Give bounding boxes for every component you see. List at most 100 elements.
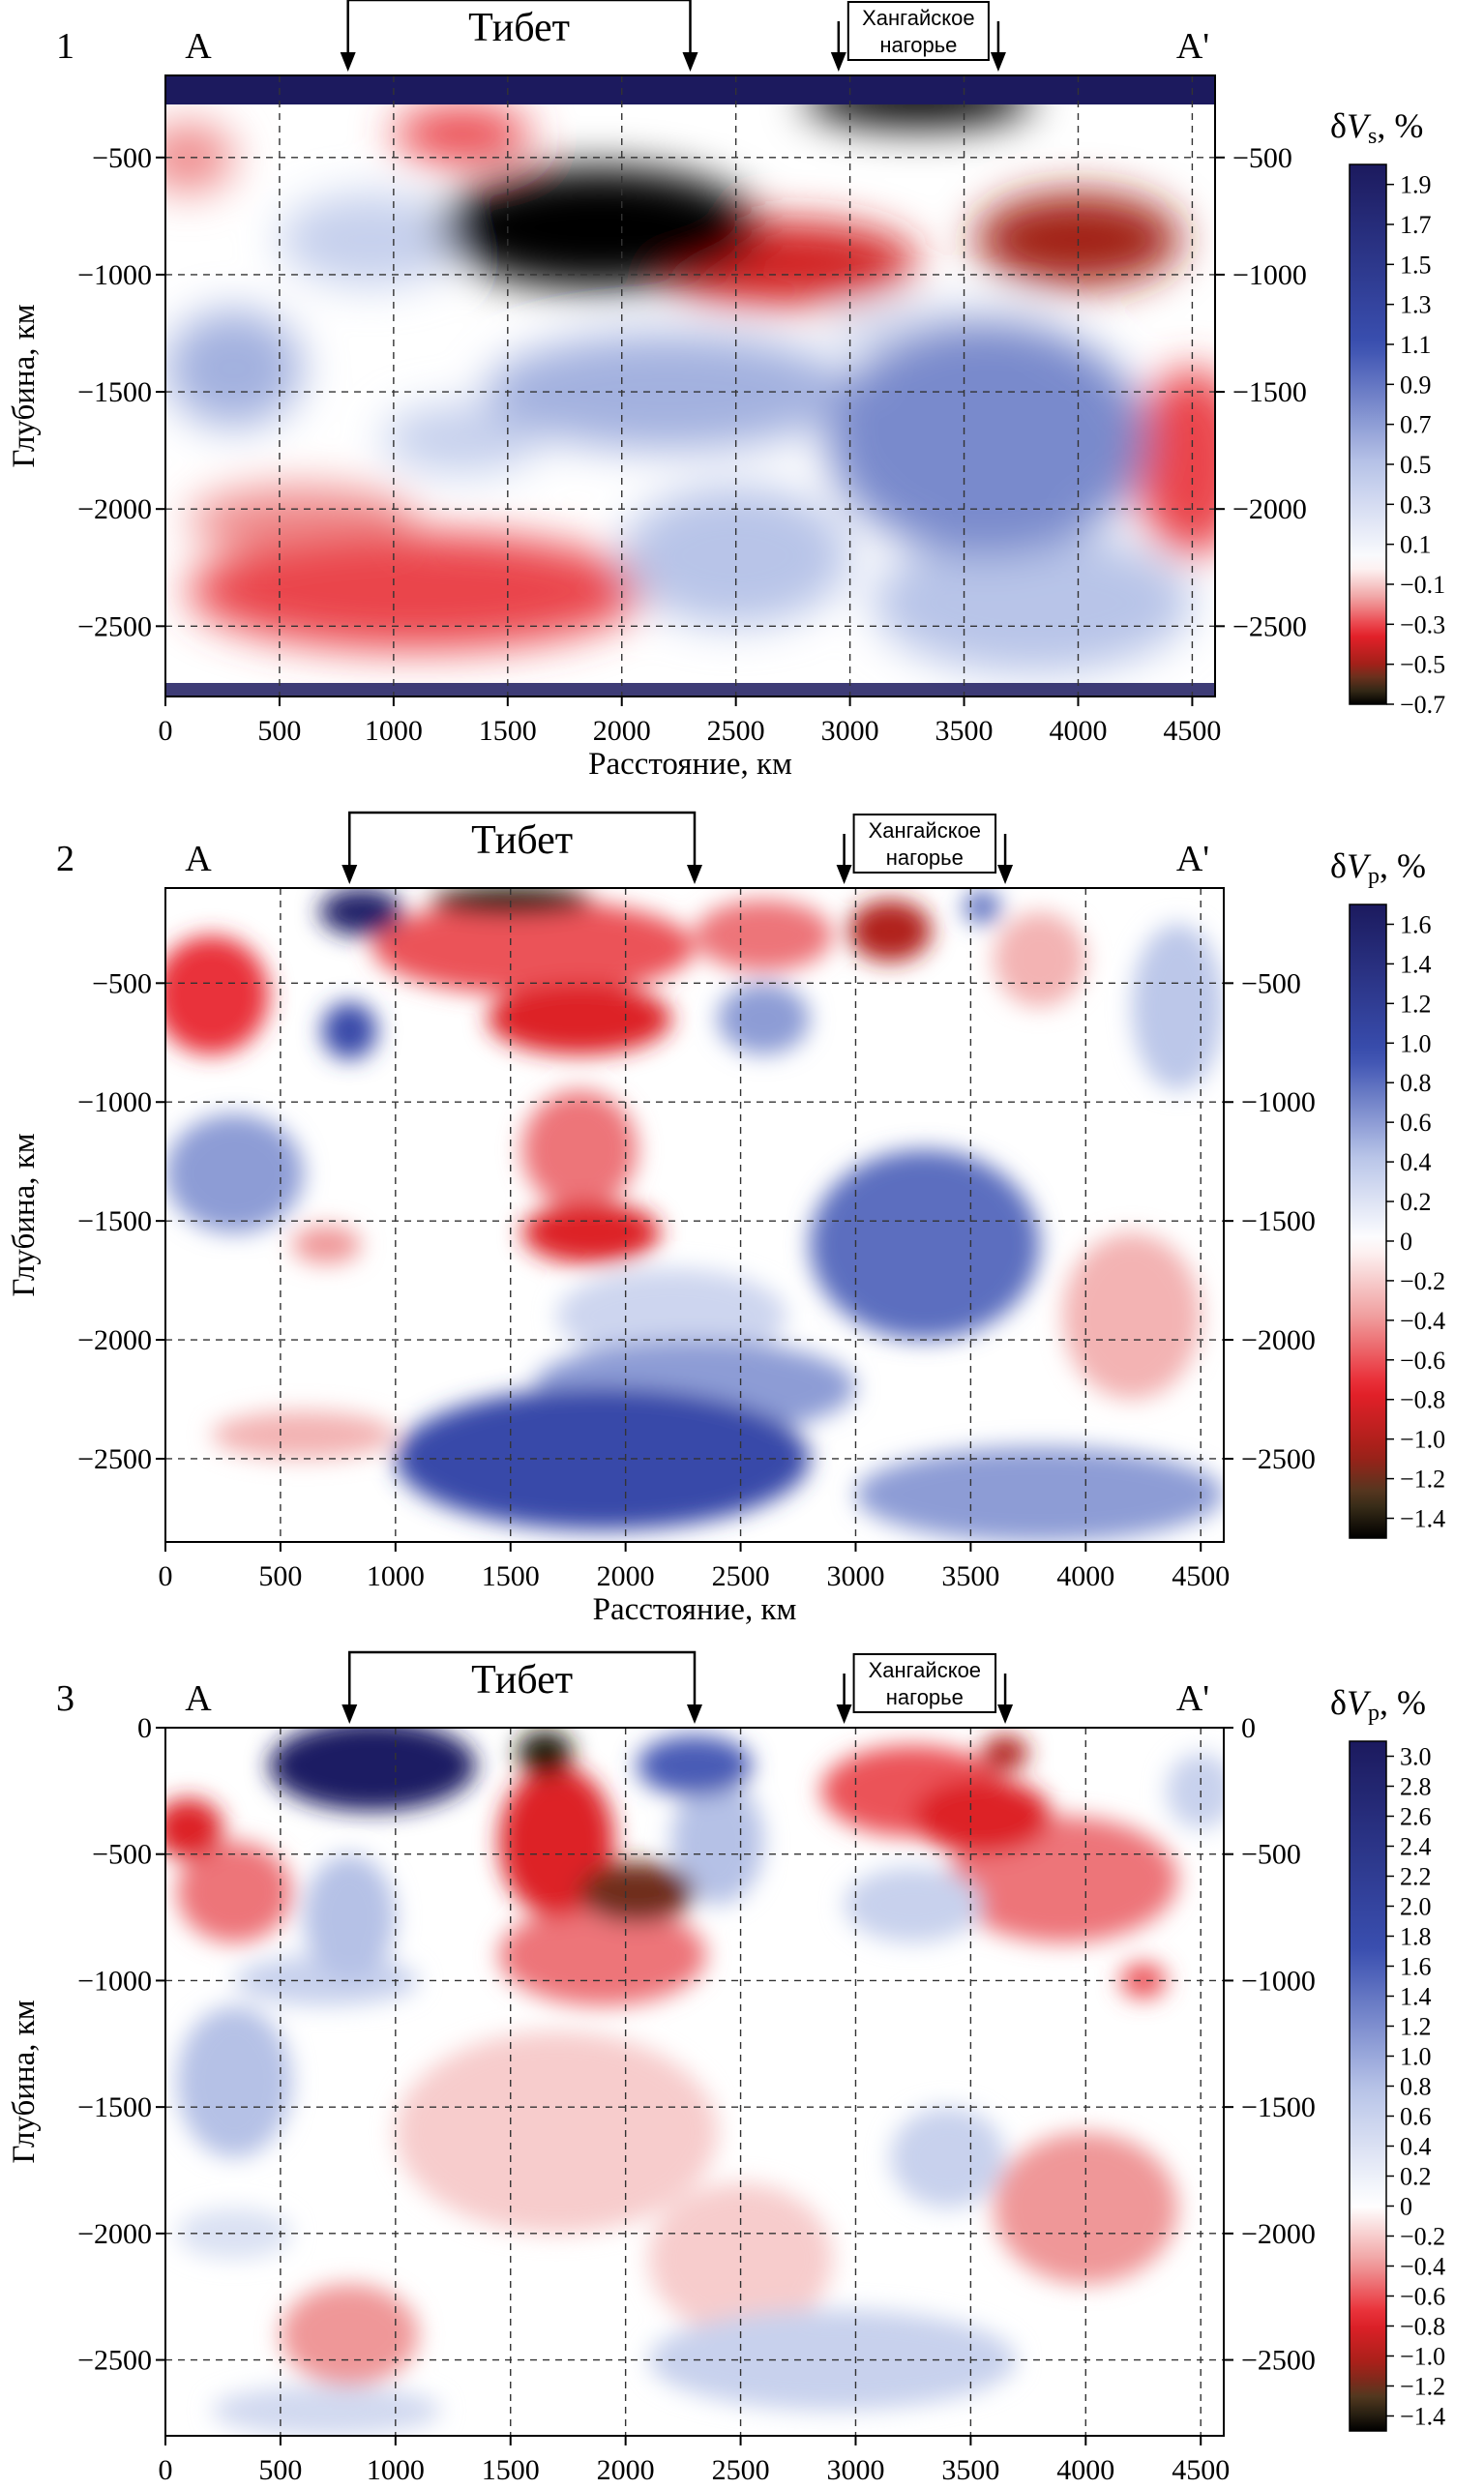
region-name: Тибет	[468, 6, 570, 50]
colorbar-tick-label: 1.1	[1400, 331, 1432, 359]
anomaly-cell	[372, 900, 695, 995]
y-tick-label-right: −1000	[1232, 259, 1307, 291]
region-name: Тибет	[471, 1658, 573, 1703]
y-tick-label: 0	[137, 1712, 152, 1744]
arrow-down-icon	[830, 52, 846, 72]
colorbar-tick-label: 2.6	[1400, 1803, 1432, 1831]
colorbar-tick-label: 0.8	[1400, 1069, 1432, 1097]
chart-panel-1: 0 500 1000 1500 2000 2500 3000 3500 4000 4500 −500…	[7, 0, 1445, 782]
y-tick-label: −500	[92, 967, 152, 999]
colorbar: 3.02.82.62.42.22.01.81.61.41.21.00.80.60…	[1330, 1683, 1445, 2432]
x-tick-label: 3000	[826, 2454, 884, 2486]
heatmap-field	[165, 888, 1224, 1542]
y-tick-label-right: −1500	[1241, 2091, 1316, 2123]
anomaly-cell	[498, 1905, 706, 2006]
colorbar-tick-label: 0.2	[1400, 1188, 1432, 1216]
region-bracket-khangai: Хангайское нагорье	[830, 1, 1006, 72]
colorbar-tick-label: −1.2	[1400, 2373, 1445, 2401]
colorbar-tick-label: 0.6	[1400, 1109, 1432, 1137]
colorbar-tick-label: 1.4	[1400, 950, 1432, 978]
colorbar-tick-label: −0.1	[1400, 571, 1445, 599]
colorbar-tick-label: −1.4	[1400, 1505, 1445, 1533]
anomaly-cell	[994, 911, 1086, 1007]
point-a-label: A	[185, 1678, 212, 1719]
y-tick-label: −1500	[77, 376, 152, 408]
y-tick-label-right: −2000	[1232, 493, 1307, 525]
bracket-line	[348, 811, 697, 880]
y-tick-label-right: 0	[1241, 1712, 1256, 1744]
region-name-line2: нагорье	[879, 33, 957, 57]
anomaly-cell	[1119, 1963, 1167, 1999]
x-tick-label: 1500	[482, 2454, 540, 2486]
plot-frame	[164, 74, 1216, 697]
point-a-prime-label: A'	[1176, 1678, 1209, 1719]
arrow-down-icon	[340, 52, 356, 72]
colorbar-tick-label: 0.6	[1400, 2103, 1432, 2131]
x-tick-label: 1000	[367, 2454, 425, 2486]
y-tick-label-right: −2000	[1241, 2218, 1316, 2250]
colorbar-tick-label: 1.0	[1400, 1029, 1432, 1057]
anomaly-cell	[269, 1728, 477, 1812]
x-tick-label: 3500	[941, 2454, 999, 2486]
arrow-down-icon	[836, 1704, 852, 1724]
colorbar-tick-label: 3.0	[1400, 1743, 1432, 1771]
anomaly-cell	[303, 1853, 396, 1981]
anomaly-cell	[176, 1841, 292, 1943]
arrow-down-icon	[687, 865, 702, 884]
x-axis-label: Расстояние, км	[593, 1592, 797, 1627]
colorbar-tick-label: 1.5	[1400, 251, 1432, 279]
anomaly-cell	[439, 166, 759, 289]
anomaly-cell	[485, 333, 850, 451]
y-tick-label: −2000	[77, 493, 152, 525]
anomaly-cell	[211, 1410, 396, 1459]
x-tick-label: 2500	[707, 715, 765, 747]
colorbar-tick-label: −0.4	[1400, 2253, 1445, 2281]
region-bracket-tibet: Тибет	[341, 811, 702, 884]
colorbar-gradient	[1349, 904, 1387, 1539]
x-tick-label: 3500	[935, 715, 994, 747]
anomaly-cell	[637, 1734, 753, 1796]
y-tick-label-right: −2500	[1232, 610, 1307, 642]
x-tick-label: 1500	[479, 715, 537, 747]
colorbar-tick-label: −0.6	[1400, 1347, 1445, 1375]
colorbar-tick-label: −0.8	[1400, 1386, 1445, 1414]
colorbar-tick-label: 0.4	[1400, 1148, 1432, 1176]
anomaly-cell	[165, 935, 270, 1055]
region-name-line1: Хангайское	[869, 1658, 981, 1682]
y-tick-label-right: −2500	[1241, 2345, 1316, 2377]
grid-lines	[165, 75, 1215, 696]
chart-panel-3: 0 500 1000 1500 2000 2500 3000 3500 4000 4500 0 0 −5…	[7, 1650, 1445, 2489]
x-tick-label: 1000	[365, 715, 423, 747]
y-tick-label-right: −1000	[1241, 1086, 1316, 1118]
anomaly-cell	[321, 1001, 377, 1059]
colorbar-tick-label: 0	[1400, 2193, 1412, 2221]
anomaly-cell	[165, 122, 234, 193]
colorbar-tick-label: 0.7	[1400, 411, 1432, 439]
colorbar-tick-label: −0.2	[1400, 1267, 1445, 1295]
colorbar-tick-label: 0.3	[1400, 490, 1432, 519]
anomaly-cell	[964, 890, 1001, 924]
bottom-boundary-band	[165, 683, 1215, 696]
region-name-line1: Хангайское	[862, 6, 974, 30]
arrow-down-icon	[997, 1704, 1014, 1724]
x-tick-label: 4000	[1056, 2454, 1114, 2486]
x-axis-label: Расстояние, км	[588, 747, 792, 782]
x-tick-label: 4500	[1172, 1560, 1230, 1592]
y-tick-label: −1000	[77, 1965, 152, 1997]
anomaly-cell	[890, 2107, 1006, 2208]
colorbar-tick-label: 0.1	[1400, 531, 1432, 559]
y-axis-label: Глубина, км	[7, 1133, 42, 1296]
colorbar-tick-label: −0.7	[1400, 691, 1445, 719]
colorbar-tick-label: 1.6	[1400, 910, 1432, 938]
region-bracket-tibet: Тибет	[340, 0, 698, 72]
colorbar-tick-label: 0	[1400, 1228, 1412, 1256]
colorbar-tick-label: 0.9	[1400, 370, 1432, 399]
colorbar-title: δVp, %	[1330, 1683, 1426, 1726]
colorbar-tick-label: 2.8	[1400, 1773, 1432, 1801]
region-name-line1: Хангайское	[869, 818, 981, 843]
arrow-down-icon	[341, 1704, 358, 1724]
x-tick-label: 3000	[826, 1560, 884, 1592]
x-tick-label: 0	[159, 2454, 173, 2486]
anomaly-cell	[319, 888, 402, 936]
